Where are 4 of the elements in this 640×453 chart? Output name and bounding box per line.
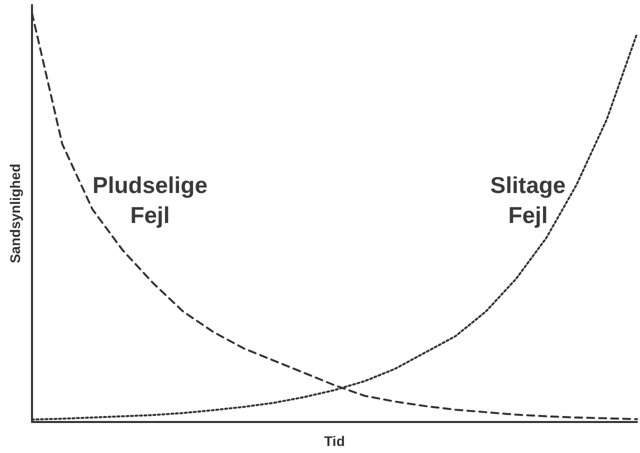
series-label: Slitage Fejl	[490, 172, 566, 228]
series-label: Pludselige Fejl	[92, 172, 208, 228]
y-axis-title: Sandsynlighed	[7, 164, 23, 264]
x-axis-title: Tid	[324, 433, 345, 449]
